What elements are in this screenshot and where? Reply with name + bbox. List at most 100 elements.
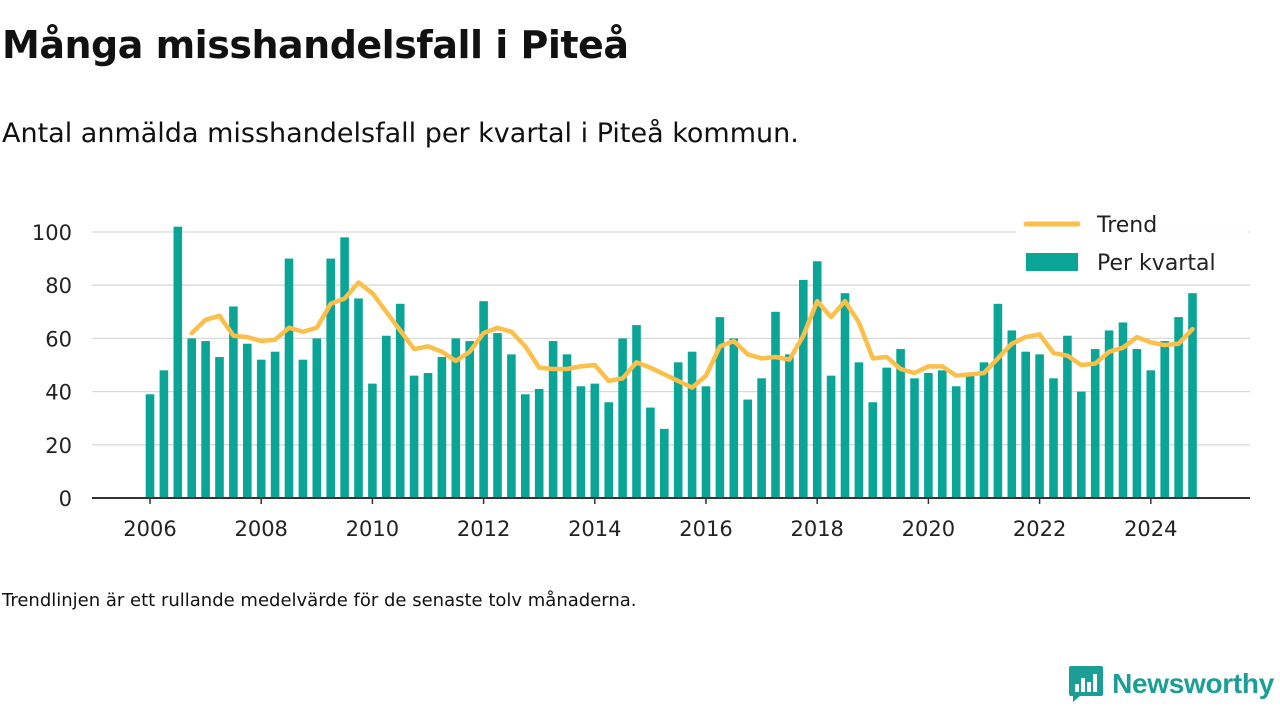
bar bbox=[590, 383, 600, 498]
footnote: Trendlinjen är ett rullande medelvärde f… bbox=[2, 590, 637, 611]
bar bbox=[493, 333, 502, 498]
y-tick-label: 40 bbox=[45, 381, 72, 405]
y-axis-ticks: 0 20 40 60 80 100 bbox=[32, 221, 72, 511]
legend-label: Per kvartal bbox=[1097, 251, 1216, 276]
bar bbox=[660, 428, 669, 498]
x-tick-label: 2012 bbox=[457, 517, 510, 541]
bar-series bbox=[145, 226, 1197, 498]
bar bbox=[715, 317, 725, 498]
x-tick-label: 2014 bbox=[568, 517, 621, 541]
bar bbox=[298, 359, 308, 498]
y-tick-label: 20 bbox=[45, 434, 72, 458]
chart-title: Många misshandelsfall i Piteå bbox=[2, 23, 629, 67]
x-axis: 2006 2008 2010 2012 2014 2016 2018 2020 2022 2024 bbox=[92, 497, 1250, 541]
bar bbox=[256, 359, 266, 498]
bar bbox=[1118, 322, 1128, 498]
brand-logo: Newsworthy bbox=[1068, 664, 1274, 704]
bar bbox=[479, 301, 488, 498]
x-tick-label: 2018 bbox=[790, 517, 843, 541]
bar bbox=[757, 378, 766, 498]
bar bbox=[270, 351, 280, 498]
bar bbox=[354, 298, 363, 498]
trend-line bbox=[189, 280, 1195, 390]
y-tick-label: 80 bbox=[45, 274, 72, 298]
bar bbox=[1146, 370, 1156, 498]
bar bbox=[284, 258, 294, 498]
bar bbox=[785, 354, 794, 498]
bar bbox=[1063, 335, 1072, 498]
bar bbox=[1174, 317, 1183, 498]
bar bbox=[395, 303, 405, 498]
bar bbox=[646, 407, 655, 498]
bar bbox=[312, 338, 322, 498]
bar bbox=[382, 335, 391, 498]
bar bbox=[618, 338, 627, 498]
bar bbox=[215, 357, 224, 498]
bar bbox=[882, 367, 891, 498]
bar bbox=[1049, 378, 1058, 498]
x-tick-label: 2022 bbox=[1013, 517, 1066, 541]
bar bbox=[243, 343, 252, 498]
bar bbox=[910, 378, 919, 498]
bar bbox=[409, 375, 419, 498]
bar bbox=[632, 325, 641, 498]
bar bbox=[854, 362, 864, 498]
bar bbox=[1007, 330, 1017, 498]
bar bbox=[326, 258, 335, 498]
bar bbox=[576, 386, 586, 498]
bar bbox=[604, 402, 613, 498]
bar bbox=[423, 372, 433, 498]
x-tick-label: 2008 bbox=[234, 517, 287, 541]
bar bbox=[896, 349, 905, 498]
bar bbox=[145, 394, 155, 498]
x-tick-label: 2016 bbox=[679, 517, 732, 541]
brand-name: Newsworthy bbox=[1112, 668, 1274, 699]
bar bbox=[868, 402, 878, 498]
bar bbox=[951, 386, 961, 498]
x-tick-label: 2006 bbox=[123, 517, 176, 541]
bar bbox=[979, 362, 989, 498]
bar bbox=[368, 383, 377, 498]
chart: 0 20 40 60 80 100 2006 2008 2010 2012 2014 2016 201… bbox=[32, 210, 1250, 541]
bar bbox=[340, 237, 349, 498]
bar bbox=[840, 293, 850, 498]
bar bbox=[812, 261, 822, 498]
y-tick-label: 100 bbox=[32, 221, 72, 245]
bar bbox=[938, 370, 947, 498]
bar bbox=[1132, 349, 1142, 498]
bar bbox=[771, 311, 780, 498]
bar bbox=[1188, 293, 1197, 498]
bar bbox=[201, 341, 210, 498]
bar bbox=[229, 306, 238, 498]
bar bbox=[1104, 330, 1114, 498]
bar bbox=[521, 394, 530, 498]
bar bbox=[687, 351, 697, 498]
bar bbox=[1090, 349, 1100, 498]
bar bbox=[465, 341, 474, 498]
legend: Trend Per kvartal bbox=[1016, 210, 1248, 284]
bar bbox=[562, 354, 572, 498]
bar bbox=[743, 399, 752, 498]
bar bbox=[451, 338, 461, 498]
legend-label: Trend bbox=[1096, 213, 1157, 238]
bar bbox=[673, 362, 683, 498]
bar bbox=[1021, 351, 1030, 498]
newsworthy-chat-chart-icon bbox=[1069, 666, 1104, 702]
bar bbox=[924, 372, 933, 498]
bar bbox=[159, 370, 169, 498]
y-tick-label: 60 bbox=[45, 327, 72, 351]
bar bbox=[173, 226, 183, 498]
bar bbox=[1035, 354, 1044, 498]
x-tick-label: 2010 bbox=[346, 517, 399, 541]
bar bbox=[993, 303, 1003, 498]
x-tick-label: 2024 bbox=[1124, 517, 1177, 541]
trend-series bbox=[189, 280, 1195, 390]
bar bbox=[799, 279, 808, 498]
y-tick-label: 0 bbox=[59, 487, 72, 511]
bar bbox=[729, 338, 739, 498]
bar bbox=[437, 357, 447, 498]
bar bbox=[1077, 391, 1086, 498]
bar bbox=[701, 386, 711, 498]
bar bbox=[187, 338, 196, 498]
legend-swatch-bars bbox=[1026, 253, 1078, 271]
